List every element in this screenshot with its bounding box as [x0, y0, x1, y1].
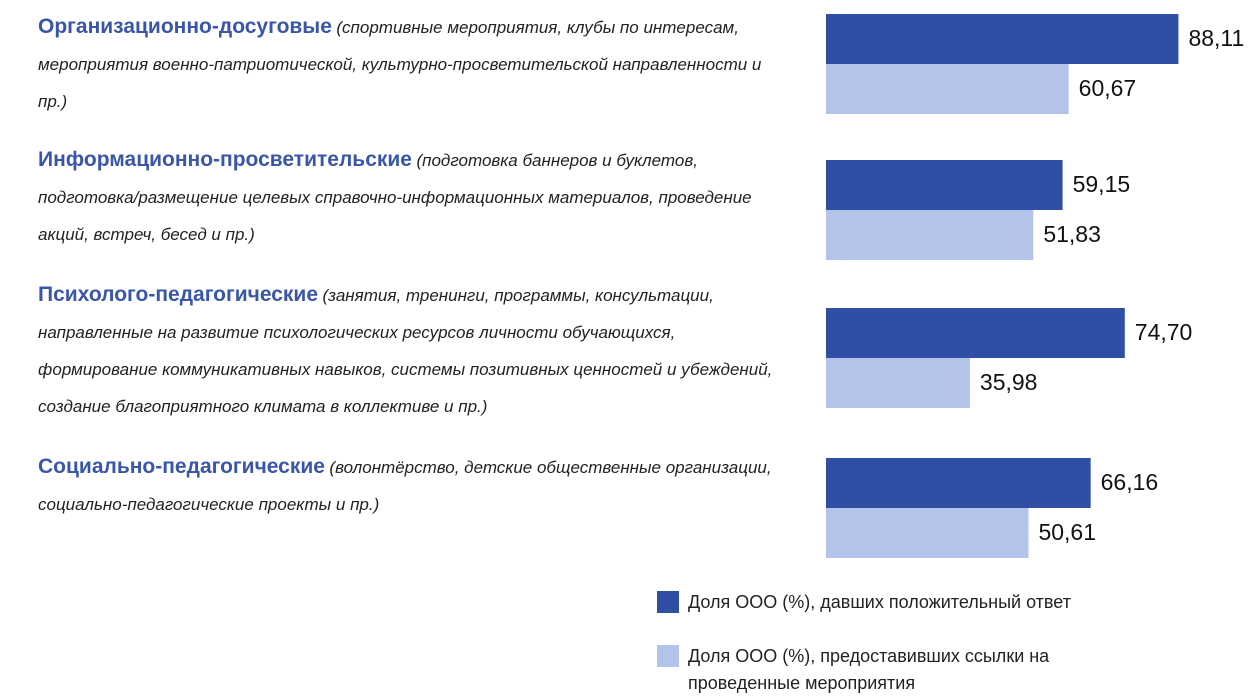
bar	[826, 358, 970, 408]
value-label: 35,98	[980, 369, 1038, 395]
category-label: Психолого-педагогические (занятия, трени…	[38, 277, 788, 426]
legend-label: Доля ООО (%), давших положительный ответ	[688, 592, 1071, 612]
legend-label: Доля ООО (%), предоставивших ссылки на п…	[688, 646, 1050, 693]
category-description: (спортивные мероприятия, клубы по интере…	[38, 18, 762, 111]
value-label: 66,16	[1101, 469, 1159, 495]
legend-swatch	[657, 645, 679, 667]
bar	[826, 160, 1063, 210]
bar	[826, 458, 1091, 508]
category-description: (подготовка баннеров и буклетов, подгото…	[38, 151, 752, 244]
value-label: 74,70	[1135, 319, 1193, 345]
value-label: 51,83	[1043, 221, 1101, 247]
bar	[826, 210, 1034, 260]
value-label: 50,61	[1038, 519, 1096, 545]
legend-swatch	[657, 591, 679, 613]
bar	[826, 508, 1029, 558]
category-label: Социально-педагогические (волонтёрство, …	[38, 449, 788, 524]
category-name: Организационно-досуговые	[38, 15, 332, 38]
category-name: Социально-педагогические	[38, 455, 325, 478]
value-label: 88,11	[1188, 25, 1244, 51]
category-name: Информационно-просветительские	[38, 148, 412, 171]
category-name: Психолого-педагогические	[38, 283, 319, 306]
category-description: (занятия, тренинги, программы, консульта…	[38, 286, 773, 416]
legend-item: Доля ООО (%), предоставивших ссылки на п…	[657, 643, 1158, 696]
legend-item: Доля ООО (%), давших положительный ответ	[657, 589, 1158, 616]
category-label: Информационно-просветительские (подготов…	[38, 142, 788, 254]
value-label: 60,67	[1079, 75, 1137, 101]
bar	[826, 14, 1179, 64]
category-description: (волонтёрство, детские общественные орга…	[38, 458, 772, 514]
category-label: Организационно-досуговые (спортивные мер…	[38, 9, 788, 121]
bar	[826, 64, 1069, 114]
bar	[826, 308, 1125, 358]
value-label: 59,15	[1073, 171, 1131, 197]
